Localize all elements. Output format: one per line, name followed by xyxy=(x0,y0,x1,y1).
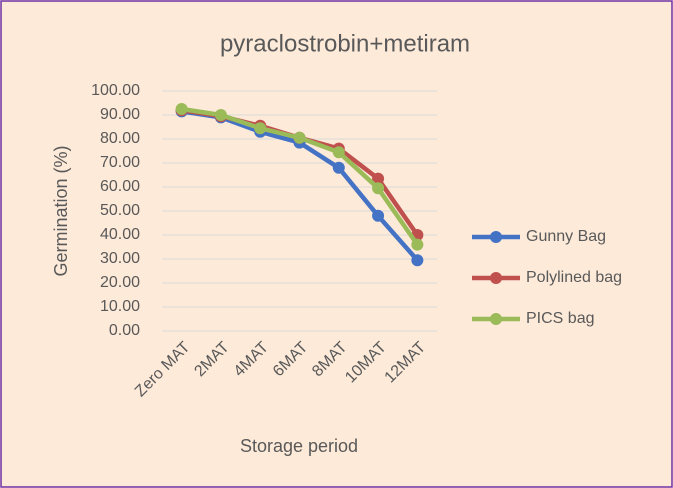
data-point xyxy=(372,172,385,185)
data-point xyxy=(411,238,424,251)
x-axis-title: Storage period xyxy=(240,436,358,456)
data-point xyxy=(214,109,227,121)
y-tick-label: 70.00 xyxy=(100,154,140,171)
data-point xyxy=(411,254,424,267)
legend-label: Polylined bag xyxy=(526,269,622,286)
data-point xyxy=(293,131,306,144)
data-point xyxy=(175,103,188,115)
y-tick-label: 0.00 xyxy=(109,322,140,339)
y-tick-label: 40.00 xyxy=(100,226,140,243)
y-tick-label: 60.00 xyxy=(100,178,140,195)
y-axis-title: Germination (%) xyxy=(51,145,71,276)
legend-marker xyxy=(490,272,502,284)
data-point xyxy=(332,161,345,174)
data-point xyxy=(254,122,267,135)
y-tick-label: 100.00 xyxy=(91,82,140,99)
data-point xyxy=(332,146,345,159)
data-point xyxy=(372,182,385,195)
legend-marker xyxy=(490,231,502,243)
legend-marker xyxy=(490,313,502,325)
data-point xyxy=(372,209,385,222)
legend-label: PICS bag xyxy=(526,310,594,327)
y-tick-label: 30.00 xyxy=(100,250,140,267)
y-tick-label: 90.00 xyxy=(100,106,140,123)
y-tick-label: 10.00 xyxy=(100,298,140,315)
y-tick-label: 80.00 xyxy=(100,130,140,147)
y-tick-label: 20.00 xyxy=(100,274,140,291)
chart-title: pyraclostrobin+metiram xyxy=(220,30,470,57)
y-tick-label: 50.00 xyxy=(100,202,140,219)
legend-label: Gunny Bag xyxy=(526,228,606,245)
